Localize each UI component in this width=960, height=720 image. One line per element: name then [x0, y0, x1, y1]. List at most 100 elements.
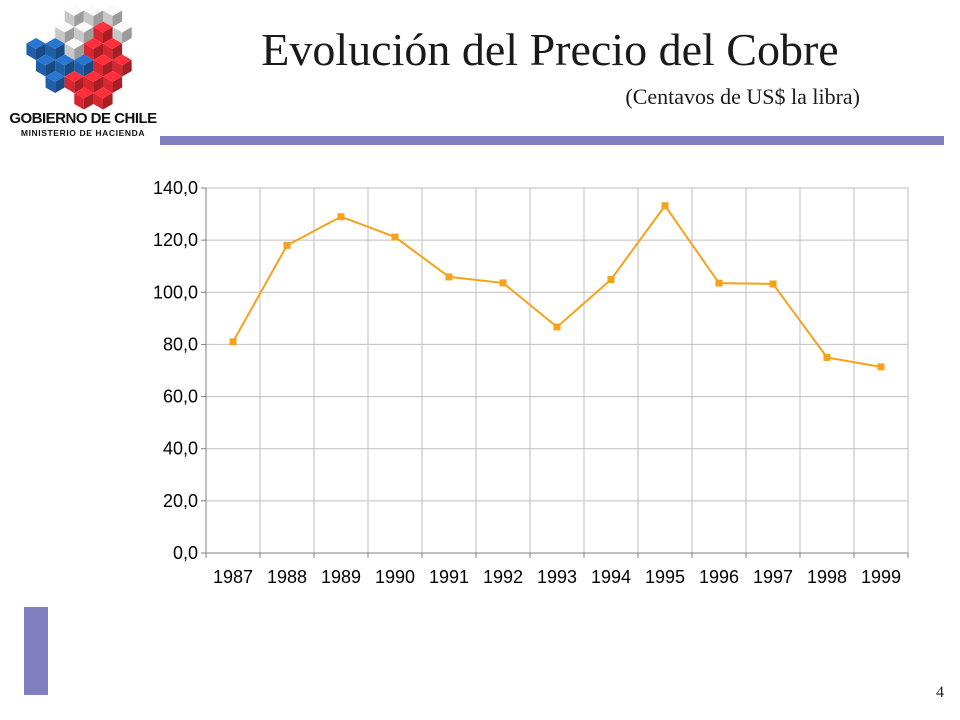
logo-cube-face	[45, 43, 56, 60]
logo-cube-face	[74, 43, 84, 60]
x-tick-label: 1987	[213, 567, 253, 587]
logo-cube-face	[74, 10, 84, 27]
logo-cube-face	[93, 60, 103, 77]
x-tick-label: 1999	[861, 567, 901, 587]
logo-cube-face	[112, 21, 132, 33]
x-tick-label: 1991	[429, 567, 469, 587]
logo-cube-face	[93, 87, 113, 99]
logo-cube-face	[93, 54, 113, 66]
logo-cube-face	[93, 76, 103, 93]
logo-cube-face	[55, 60, 65, 77]
logo-cube-face	[36, 60, 46, 77]
logo-cube-face	[74, 93, 84, 110]
x-tick-label: 1995	[645, 567, 685, 587]
logo-cube-face	[112, 10, 123, 27]
logo-cube-face	[83, 27, 94, 44]
plot-area	[205, 187, 909, 554]
logo-cube-face	[83, 93, 94, 110]
copper-price-chart: 0,0 20,0 40,0 60,0 80,0 100,0 120,0 140,0 1987 19…	[153, 178, 909, 587]
logo-cube-face	[102, 27, 113, 44]
x-tick-label: 1989	[321, 567, 361, 587]
logo-text-gobierno: GOBIERNO DE CHILE	[9, 110, 157, 127]
y-tick-label: 120,0	[153, 230, 198, 250]
y-tick-label: 140,0	[153, 178, 198, 198]
logo-cube-face	[45, 60, 56, 77]
logo-cube-face	[74, 76, 84, 93]
x-tick-label: 1998	[807, 567, 847, 587]
x-tick-label: 1994	[591, 567, 631, 587]
data-point	[499, 279, 507, 287]
sidebar-accent-bar	[24, 607, 48, 695]
data-point	[607, 276, 615, 284]
gobierno-de-chile-logo	[26, 5, 132, 110]
logo-cube-face	[74, 27, 84, 44]
logo-cube-face	[45, 76, 56, 93]
logo-cube-face	[83, 76, 94, 93]
series-line	[232, 204, 882, 368]
x-tick-label: 1996	[699, 567, 739, 587]
page-number: 4	[936, 684, 944, 701]
logo-cube-face	[93, 10, 103, 27]
x-tick-label: 1993	[537, 567, 577, 587]
data-point	[715, 279, 723, 287]
data-point	[661, 202, 669, 210]
logo-cube-face	[102, 76, 113, 93]
logo-cube-face	[112, 43, 123, 60]
data-point	[553, 323, 561, 331]
data-point	[445, 273, 453, 281]
logo-cube-face	[102, 43, 113, 60]
data-point	[391, 233, 399, 241]
logo-cube-face	[74, 87, 94, 99]
logo-cube-face	[74, 54, 94, 66]
logo-cube-face	[102, 93, 113, 110]
logo-cube-face	[83, 43, 94, 60]
logo-cube-face	[64, 60, 75, 77]
data-point	[283, 241, 291, 249]
logo-cube-face	[93, 27, 103, 44]
x-tick-label: 1990	[375, 567, 415, 587]
page-title: Evolución del Precio del Cobre	[261, 24, 839, 75]
logo-cube-face	[93, 93, 103, 110]
logo-cube-face	[122, 27, 132, 44]
data-point	[337, 213, 345, 221]
y-tick-label: 100,0	[153, 282, 198, 302]
logo-cube-face	[102, 71, 123, 82]
logo-cube-face	[83, 38, 103, 49]
header-rule	[160, 136, 944, 145]
y-tick-label: 0,0	[173, 543, 198, 563]
logo-cube-face	[26, 43, 36, 60]
logo-cube-face	[74, 60, 84, 77]
logo-cube-face	[83, 10, 94, 27]
x-tick-label: 1988	[267, 567, 307, 587]
logo-cube-face	[102, 10, 113, 27]
logo-cube-face	[74, 21, 94, 33]
logo-cube-face	[64, 76, 75, 93]
logo-cube-face	[93, 43, 103, 60]
x-tick-label: 1992	[483, 567, 523, 587]
logo-cube-face	[83, 71, 103, 82]
logo-cube-face	[64, 27, 75, 44]
data-point	[229, 338, 237, 346]
page-subtitle: (Centavos de US$ la libra)	[625, 84, 860, 109]
logo-cube-face	[55, 43, 65, 60]
y-tick-label: 80,0	[163, 334, 198, 354]
logo-cube-face	[64, 43, 75, 60]
logo-cube-face	[122, 60, 132, 77]
logo-cube-face	[55, 27, 65, 44]
logo-cube-face	[112, 54, 132, 66]
logo-cube-face	[55, 76, 65, 93]
logo-cube-face	[112, 76, 123, 93]
logo-cube-face	[83, 5, 103, 16]
logo-cube-face	[102, 38, 123, 49]
data-point	[877, 363, 885, 371]
logo-cube-face	[102, 60, 113, 77]
logo-cube-face	[112, 27, 123, 44]
logo-cube-face	[83, 60, 94, 77]
x-tick-label: 1997	[753, 567, 793, 587]
y-tick-label: 20,0	[163, 491, 198, 511]
y-tick-label: 40,0	[163, 439, 198, 459]
data-point	[823, 353, 831, 361]
logo-cube-face	[64, 10, 75, 27]
logo-cube-face	[93, 21, 113, 33]
logo-cube-face	[36, 43, 46, 60]
